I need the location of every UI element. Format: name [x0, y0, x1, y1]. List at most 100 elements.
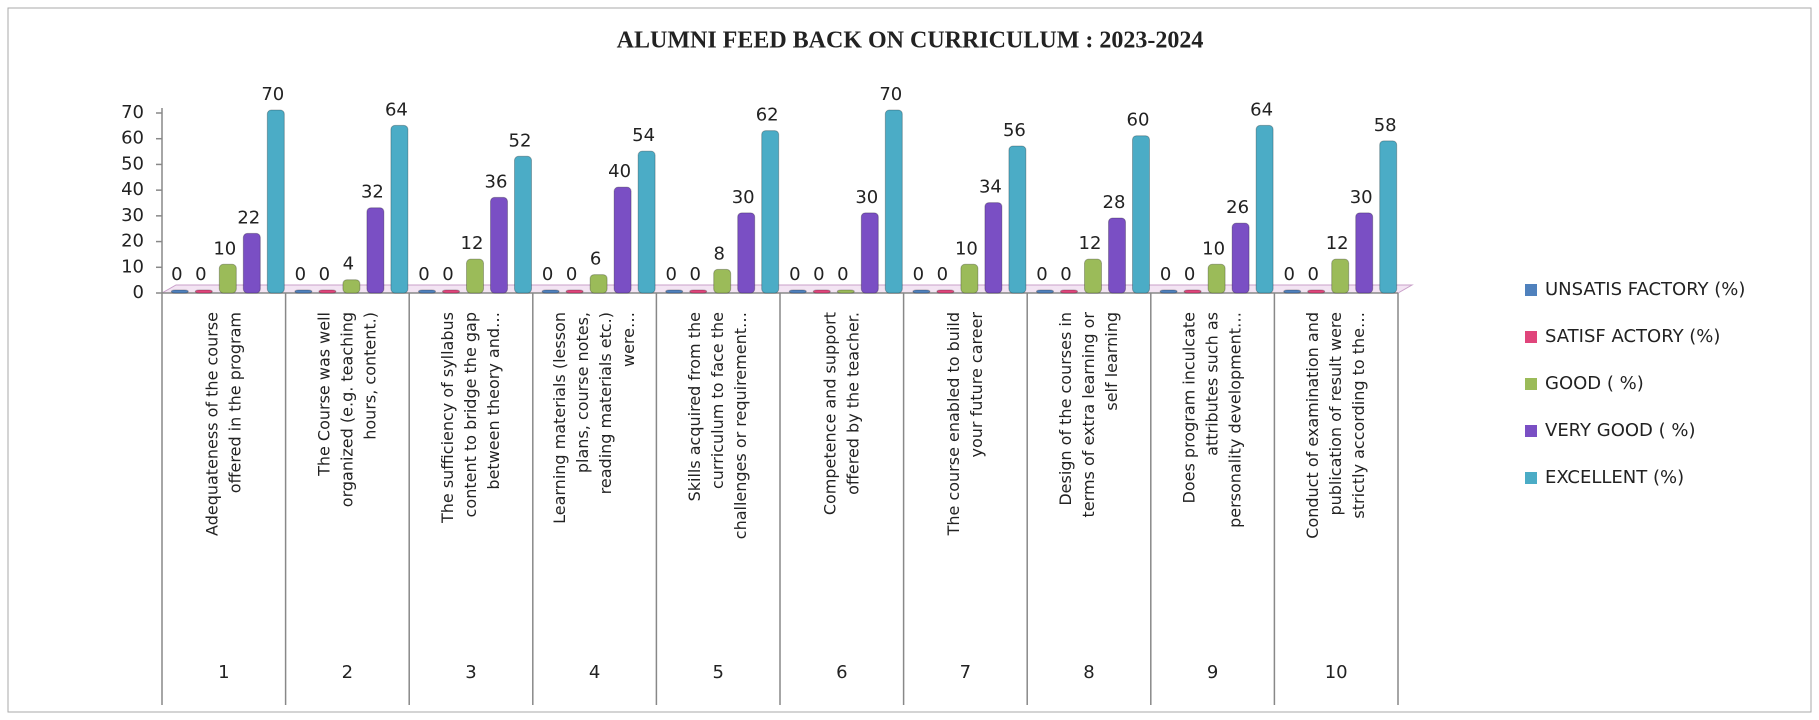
bar-group [912, 289, 931, 294]
y-tick-label: 0 [133, 282, 144, 303]
data-label: 0 [566, 264, 577, 285]
bar-group [1108, 217, 1126, 294]
x-category-label: Design of the courses in terms of extra l… [1056, 312, 1121, 518]
bar [812, 289, 831, 294]
bar-group [466, 258, 484, 294]
x-category-number: 8 [1083, 662, 1094, 683]
y-tick-label: 20 [121, 231, 144, 252]
bar-group [565, 289, 584, 294]
data-label: 12 [1326, 233, 1349, 254]
data-label: 12 [461, 233, 484, 254]
data-label: 0 [837, 264, 848, 285]
bar [665, 289, 684, 294]
bar-group [366, 207, 385, 294]
y-tick-label: 50 [121, 153, 144, 174]
data-label: 64 [1250, 99, 1273, 120]
bar [170, 289, 189, 294]
bar [912, 289, 931, 294]
bar [1060, 289, 1078, 294]
bar-group [665, 289, 684, 294]
data-label: 26 [1226, 197, 1249, 218]
data-label: 70 [261, 84, 284, 105]
data-label: 8 [713, 243, 724, 264]
bar-group [1132, 135, 1150, 294]
bar-group [884, 109, 903, 294]
bar [541, 289, 560, 294]
bar [984, 202, 1003, 294]
data-label: 62 [756, 105, 779, 126]
bar-group [1084, 258, 1102, 294]
bar-group [761, 130, 780, 294]
data-label: 28 [1103, 192, 1126, 213]
bar-group [194, 289, 213, 294]
bar [1008, 145, 1027, 294]
bar-group [170, 289, 189, 294]
bar-group [737, 212, 756, 294]
bar-group [342, 279, 361, 294]
data-label: 0 [171, 264, 182, 285]
bar-group [613, 186, 632, 294]
bar-group [514, 155, 532, 294]
bar [242, 232, 261, 294]
bar-group [390, 124, 409, 294]
data-label: 10 [213, 238, 236, 259]
data-label: 22 [237, 207, 260, 228]
x-category-number: 6 [836, 662, 847, 683]
data-label: 64 [385, 99, 408, 120]
bar [1108, 217, 1126, 294]
bar [218, 263, 237, 294]
data-label: 0 [418, 264, 429, 285]
data-label: 0 [195, 264, 206, 285]
data-label: 6 [590, 249, 601, 270]
bar-group [1255, 124, 1274, 294]
bar [936, 289, 955, 294]
data-label: 32 [361, 182, 384, 203]
bar-group [936, 289, 955, 294]
x-category-label: The course enabled to build your future c… [943, 312, 985, 537]
bar [1036, 289, 1054, 294]
data-label: 0 [665, 264, 676, 285]
data-label: 0 [1184, 264, 1195, 285]
bar-group [1331, 258, 1350, 294]
bar-group [836, 289, 855, 294]
data-label: 0 [1283, 264, 1294, 285]
x-category-number: 10 [1325, 662, 1348, 683]
data-label: 0 [937, 264, 948, 285]
bar [788, 289, 807, 294]
bar-group [1008, 145, 1027, 294]
bar [266, 109, 285, 294]
bar [1331, 258, 1350, 294]
bar [390, 124, 409, 294]
bar-group [788, 289, 807, 294]
data-label: 0 [913, 264, 924, 285]
bar-group [960, 263, 979, 294]
legend-label: GOOD ( %) [1545, 373, 1644, 394]
data-label: 0 [1060, 264, 1071, 285]
legend-swatch [1525, 425, 1537, 437]
bar-group [713, 268, 732, 294]
bar-group [1231, 222, 1250, 294]
bar-group [1207, 263, 1226, 294]
bar-group [689, 289, 708, 294]
data-label: 0 [789, 264, 800, 285]
x-category-label: Does program inculcate attributes such as… [1179, 312, 1244, 528]
data-label: 70 [879, 84, 902, 105]
x-category-label: The Course was well organized (e.g. teach… [314, 312, 379, 507]
legend-swatch [1525, 284, 1537, 296]
x-category-number: 9 [1207, 662, 1218, 683]
data-label: 12 [1079, 233, 1102, 254]
bar [589, 274, 608, 294]
data-label: 60 [1127, 110, 1150, 131]
bar [1255, 124, 1274, 294]
y-tick-label: 60 [121, 128, 144, 149]
bar [761, 130, 780, 294]
data-label: 30 [855, 187, 878, 208]
data-label: 0 [442, 264, 453, 285]
x-category-label: Learning materials (lesson plans, course … [550, 312, 638, 524]
bar [1132, 135, 1150, 294]
x-category-number: 5 [712, 662, 723, 683]
bar-group [984, 202, 1003, 294]
data-label: 34 [979, 177, 1002, 198]
bar [1379, 140, 1398, 294]
